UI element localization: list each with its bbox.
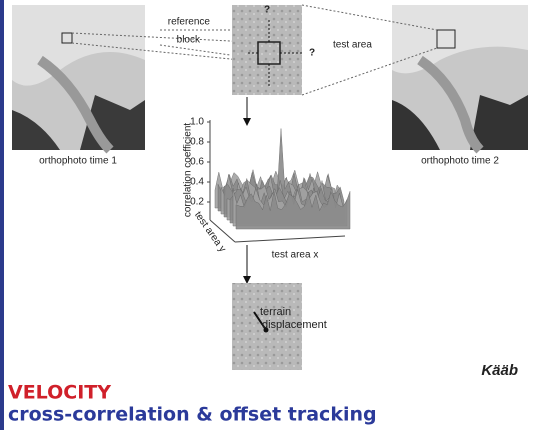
terrain-label: terrain xyxy=(260,306,291,318)
caption: orthophoto time 1 xyxy=(39,156,117,167)
reference-label: reference xyxy=(168,17,211,28)
x-axis-label: test area x xyxy=(272,250,319,261)
reference-label: block xyxy=(177,35,201,46)
slide: orthophoto time 1 orthophoto time 2 ? ? … xyxy=(0,0,538,430)
y-tick-label: 0.8 xyxy=(190,137,204,148)
y-tick-label: 1.0 xyxy=(190,117,204,128)
side-bar xyxy=(0,0,4,430)
orthophoto-2 xyxy=(392,5,528,150)
question-mark: ? xyxy=(309,48,315,59)
y-tick-label: 0.6 xyxy=(190,157,204,168)
orthophoto-1 xyxy=(12,5,145,150)
terrain-label: displacement xyxy=(262,319,327,331)
caption: orthophoto time 2 xyxy=(421,156,499,167)
credit: Kääb xyxy=(481,362,518,379)
y-tick-label: 0.4 xyxy=(190,177,204,188)
test-area-label: test area xyxy=(333,40,372,51)
arrow-head xyxy=(243,118,251,126)
page: orthophoto time 1 orthophoto time 2 ? ? … xyxy=(0,0,538,430)
footer-subtitle: cross-correlation & offset tracking xyxy=(8,404,377,426)
question-mark: ? xyxy=(264,5,270,16)
footer-title: VELOCITY xyxy=(8,382,111,404)
test-area-image xyxy=(232,5,302,95)
arrow-head xyxy=(243,276,251,284)
correlation-plot xyxy=(207,120,350,242)
y-tick-label: 0.2 xyxy=(190,197,204,208)
